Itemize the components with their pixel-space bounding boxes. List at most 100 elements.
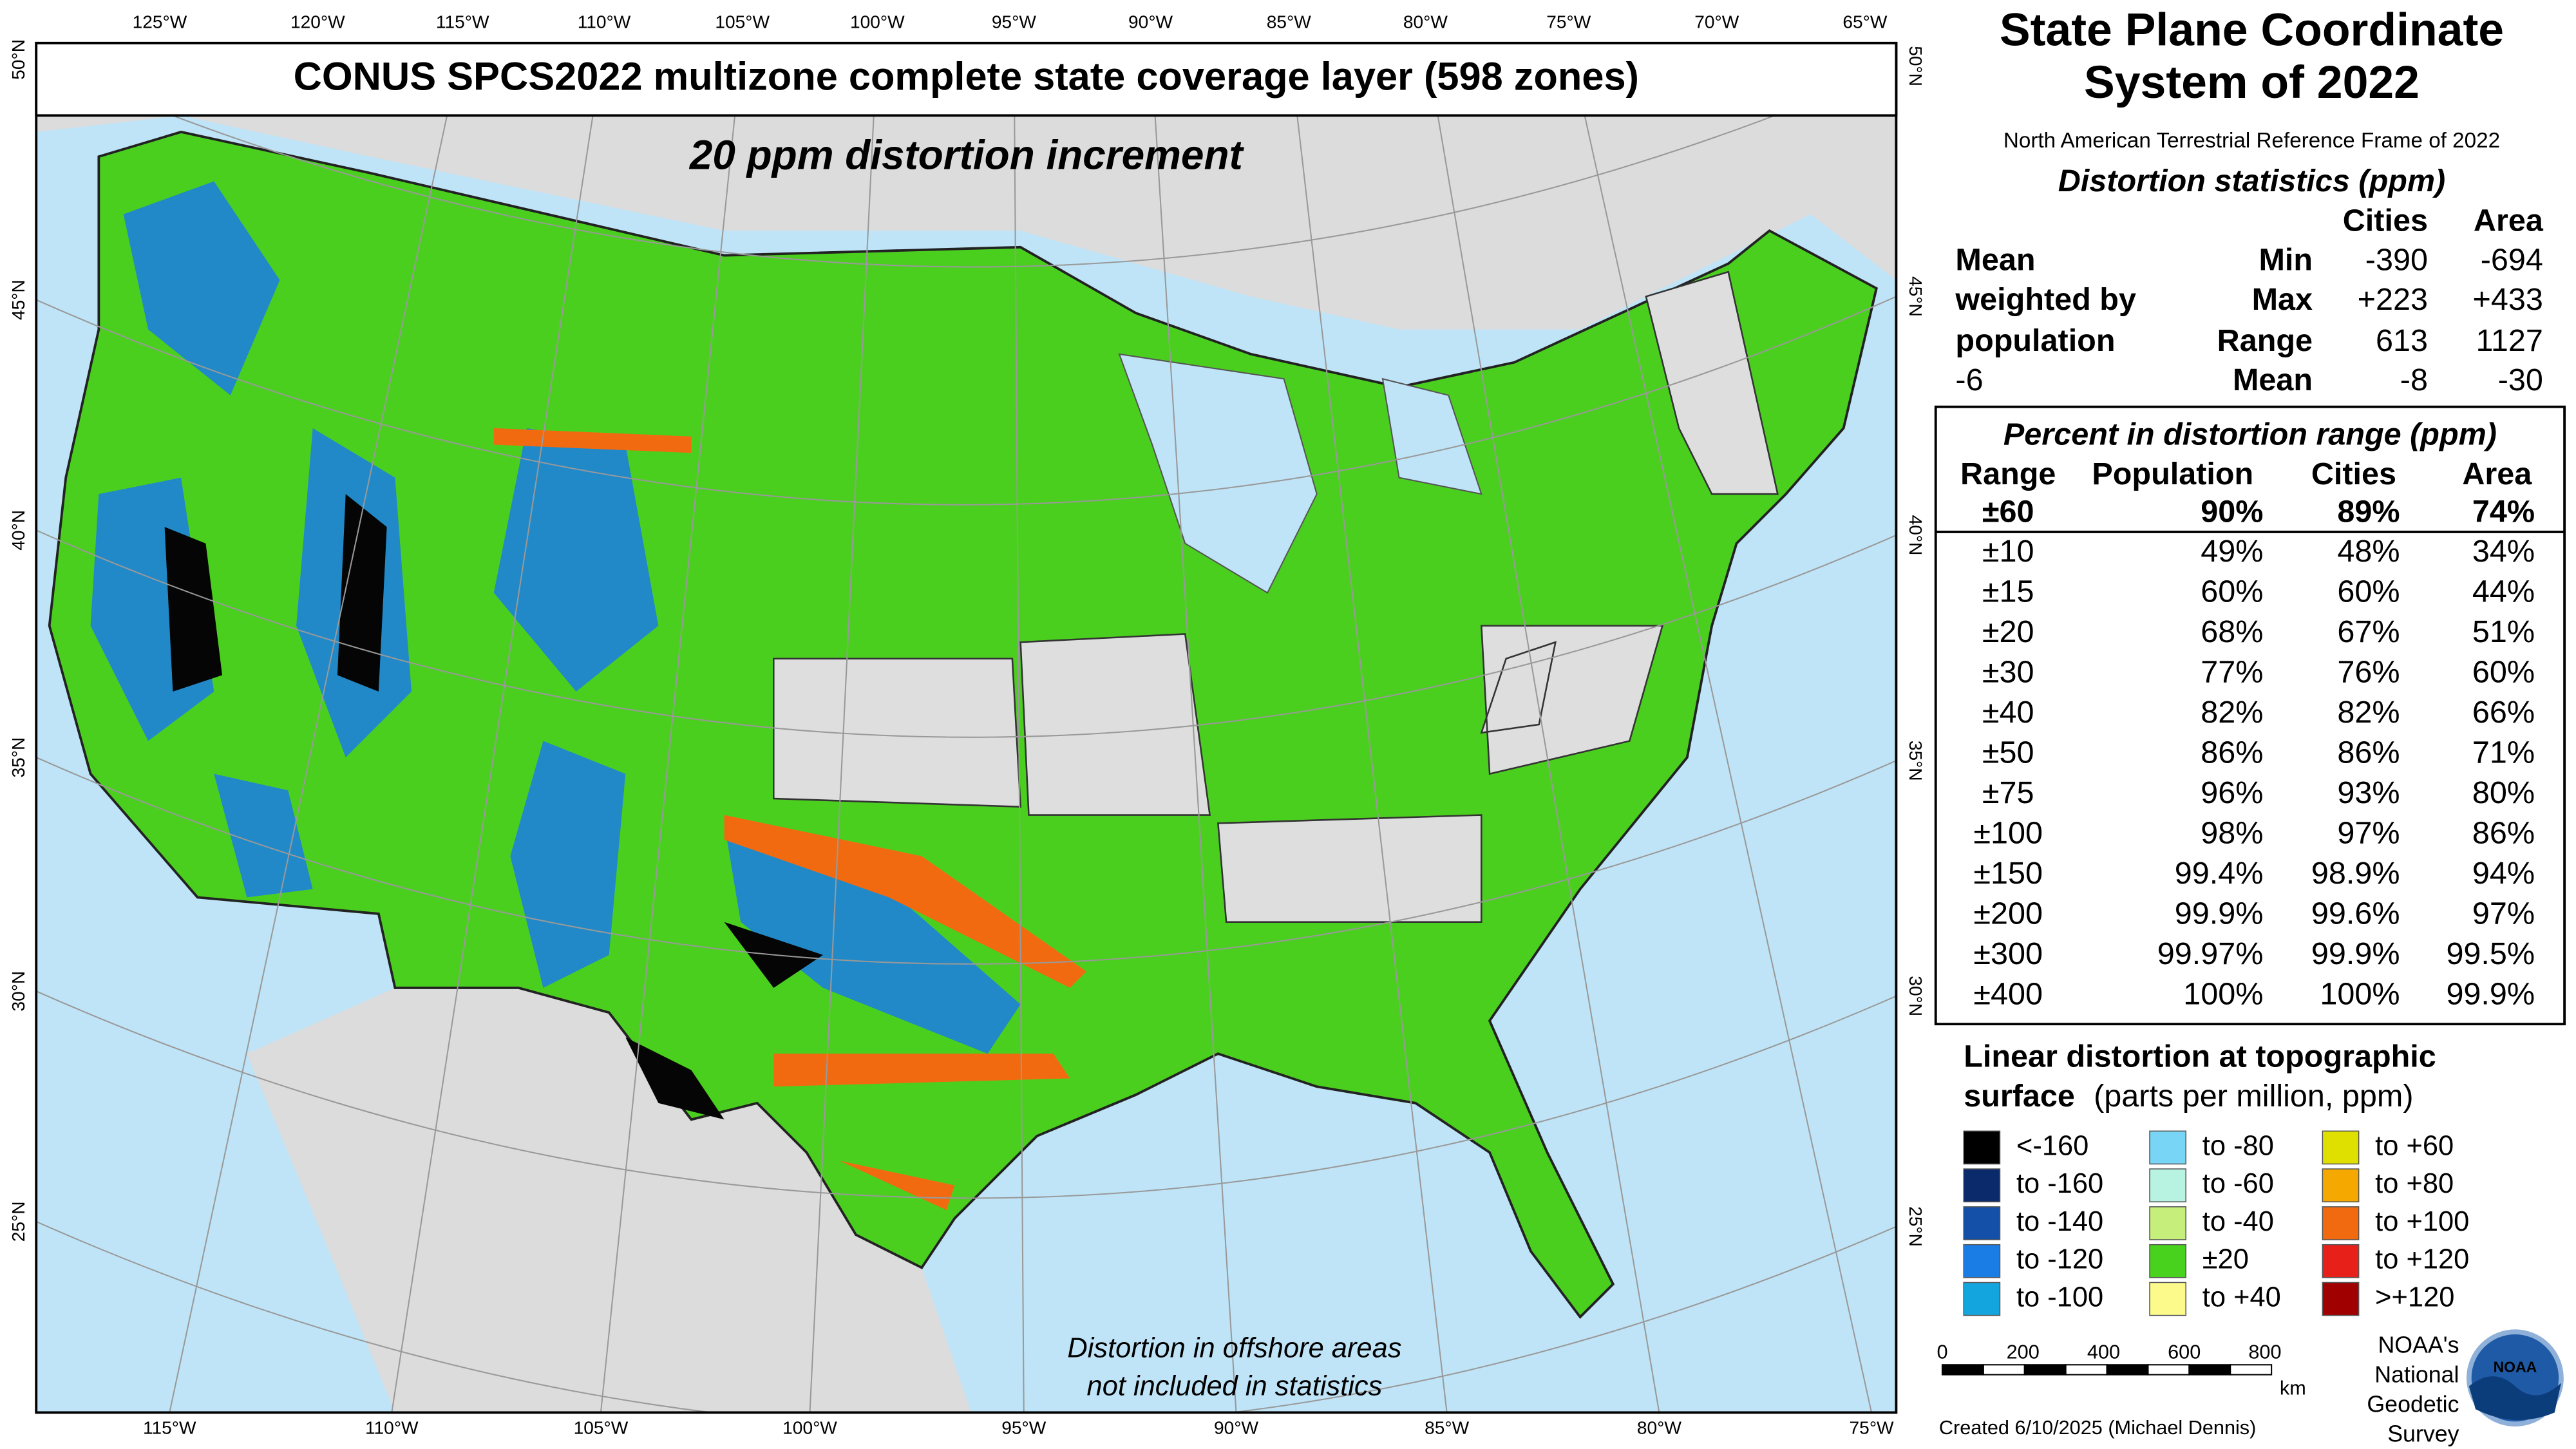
stats-row-label: Mean: [2233, 363, 2313, 397]
range-value: 99.9%: [2311, 936, 2400, 971]
legend-label: ±20: [2202, 1244, 2249, 1275]
range-value: 99.97%: [2157, 936, 2264, 971]
longitude-label: 115°W: [143, 1417, 196, 1437]
legend-swatch: [2322, 1206, 2360, 1240]
reference-frame: North American Terrestrial Reference Fra…: [2003, 129, 2500, 153]
range-value: 77%: [2201, 654, 2263, 689]
stats-title: Distortion statistics (ppm): [2058, 164, 2445, 198]
range-value: 89%: [2337, 495, 2400, 529]
legend-title: surface: [1964, 1079, 2075, 1113]
stats-value: -694: [2481, 243, 2543, 278]
longitude-label: 70°W: [1694, 12, 1739, 32]
meridian: [809, 43, 878, 1413]
uncovered-states: [773, 270, 1779, 923]
scale-segment: [2065, 1364, 2108, 1376]
range-label: ±75: [1982, 775, 2034, 810]
map-subtitle: 20 ppm distortion increment: [689, 132, 1245, 178]
latitude-label: 50°N: [8, 39, 28, 80]
offshore-note: not included in statistics: [1087, 1371, 1383, 1402]
range-column: Cities: [2311, 457, 2396, 491]
weighted-mean: Mean: [1955, 243, 2035, 278]
legend-swatch: [2149, 1282, 2187, 1316]
legend-swatch: [2322, 1168, 2360, 1202]
range-value: 71%: [2472, 735, 2535, 770]
panel-title: System of 2022: [2084, 57, 2420, 108]
legend-label: to +100: [2375, 1206, 2469, 1237]
range-value: 93%: [2337, 775, 2400, 810]
range-value: 48%: [2337, 534, 2400, 569]
range-value: 51%: [2472, 614, 2535, 649]
range-value: 99.6%: [2311, 896, 2400, 931]
range-column: Population: [2092, 457, 2253, 491]
graticule: [36, 43, 1897, 1413]
weighted-mean: population: [1955, 323, 2115, 358]
legend-swatch: [1963, 1244, 2001, 1278]
scale-unit: km: [2280, 1378, 2306, 1399]
range-label: ±150: [1973, 856, 2043, 891]
range-label: ±30: [1982, 654, 2034, 689]
stats-column: Cities: [2343, 203, 2428, 238]
agency-name: Survey: [2387, 1421, 2459, 1447]
map-area: [36, 43, 1897, 1413]
scale-segment: [1941, 1364, 1984, 1376]
longitude-label: 125°W: [133, 12, 187, 32]
parallel: [36, 757, 1897, 965]
meridian: [169, 43, 464, 1413]
parallel: [36, 59, 1897, 268]
range-table-box: [1934, 405, 2566, 1026]
longitude-label: 105°W: [574, 1417, 629, 1437]
range-value: 97%: [2337, 815, 2400, 850]
longitude-label: 100°W: [850, 12, 905, 32]
meridian: [1013, 43, 1025, 1413]
range-value: 99.9%: [2175, 896, 2264, 931]
scale-segment: [2023, 1364, 2067, 1376]
stats-row-label: Range: [2217, 323, 2313, 358]
longitude-label: 85°W: [1425, 1417, 1470, 1437]
range-value: 44%: [2472, 574, 2535, 609]
range-value: 60%: [2337, 574, 2400, 609]
meridian: [1288, 43, 1448, 1413]
meridian: [600, 43, 743, 1413]
legend-swatch: [2322, 1282, 2360, 1316]
range-value: 98.9%: [2311, 856, 2400, 891]
latitude-label: 30°N: [8, 971, 28, 1012]
longitude-label: 90°W: [1214, 1417, 1259, 1437]
legend-label: to +60: [2375, 1130, 2454, 1161]
longitude-label: 115°W: [436, 12, 489, 32]
latitude-label: 30°N: [1906, 976, 1926, 1016]
range-label: ±200: [1973, 896, 2043, 931]
range-value: 99.4%: [2175, 856, 2264, 891]
credit: Created 6/10/2025 (Michael Dennis): [1939, 1417, 2256, 1439]
range-label: ±100: [1973, 815, 2043, 850]
longitude-label: 90°W: [1128, 12, 1173, 32]
range-value: 66%: [2472, 695, 2535, 730]
stats-value: -8: [2400, 363, 2428, 397]
scale-segment: [2188, 1364, 2231, 1376]
scale-label: 0: [1937, 1341, 1947, 1363]
meridian: [1150, 43, 1237, 1413]
parallel: [36, 296, 1897, 506]
range-label: ±40: [1982, 695, 2034, 730]
legend-label: to -80: [2202, 1130, 2274, 1161]
legend-label: to -60: [2202, 1168, 2274, 1199]
negative-distortion: [90, 181, 1021, 1054]
range-value: 86%: [2337, 735, 2400, 770]
latitude-label: 25°N: [1906, 1206, 1926, 1247]
stats-value: 613: [2376, 323, 2428, 358]
scale-label: 600: [2168, 1341, 2201, 1363]
range-value: 82%: [2201, 695, 2263, 730]
stats-row-label: Max: [2252, 282, 2313, 317]
great-lakes: [1118, 353, 1482, 594]
legend-swatch: [1963, 1282, 2001, 1316]
latitude-label: 35°N: [1906, 741, 1926, 781]
range-label: ±10: [1982, 534, 2034, 569]
range-value: 96%: [2201, 775, 2263, 810]
stats-value: +223: [2358, 282, 2428, 317]
meridian: [1567, 43, 1873, 1413]
longitude-label: 75°W: [1546, 12, 1591, 32]
legend-label: to -100: [2016, 1282, 2103, 1312]
agency-name: Geodetic: [2367, 1392, 2459, 1417]
meridian: [1425, 43, 1660, 1413]
range-value: 60%: [2472, 654, 2535, 689]
